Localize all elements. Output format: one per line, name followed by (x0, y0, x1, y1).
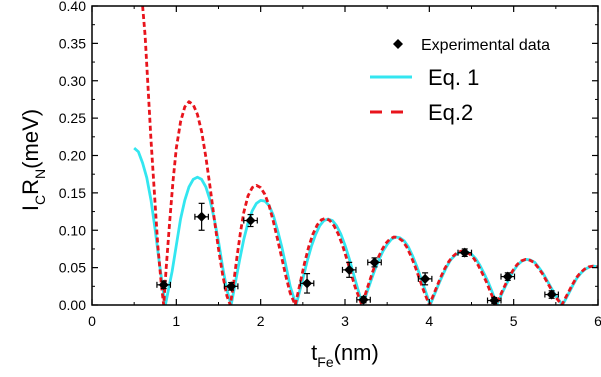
diamond-marker (245, 215, 256, 226)
data-point (367, 257, 382, 268)
x-axis-title-unit: (nm) (334, 340, 379, 365)
y-axis-title-sub2: N (32, 169, 48, 179)
legend: Experimental data Eq. 1 Eq.2 (370, 37, 550, 125)
x-tick-label: 6 (594, 313, 601, 329)
data-point (194, 202, 209, 231)
legend-label: Experimental data (421, 37, 550, 54)
y-tick-label: 0.35 (59, 35, 86, 51)
legend-label: Eq. 1 (428, 65, 479, 90)
diamond-marker (459, 247, 470, 258)
data-point (156, 279, 172, 290)
diamond-marker (489, 295, 500, 305)
data-point (544, 289, 559, 300)
y-tick-label: 0.15 (59, 185, 86, 201)
data-point (299, 273, 315, 294)
diamond-marker (158, 279, 169, 290)
axes: 0 1 2 3 4 5 6 0.00 0.05 0.10 0.15 0.20 0.25 0.30 0.35 0… (59, 0, 601, 329)
y-tick-label: 0.00 (59, 297, 86, 313)
diamond-marker (502, 271, 513, 282)
x-tick-label: 1 (172, 313, 180, 329)
x-axis-title: tFe(nm) (311, 340, 379, 370)
diamond-marker (344, 264, 355, 275)
diamond-marker (196, 211, 207, 222)
data-point (243, 213, 258, 228)
diamond-marker (358, 294, 369, 305)
data-point (500, 271, 516, 282)
x-axis-title-main: t (311, 340, 317, 365)
x-tick-label: 0 (88, 313, 96, 329)
data-point (457, 247, 473, 258)
data-point (341, 261, 357, 278)
y-tick-label: 0.30 (59, 73, 86, 89)
data-point (356, 294, 371, 305)
x-tick-label: 2 (257, 313, 265, 329)
y-tick-label: 0.10 (59, 222, 86, 238)
y-axis-title-part1: I (18, 205, 43, 211)
legend-label: Eq.2 (428, 100, 473, 125)
series-line-3 (141, 6, 598, 305)
legend-item: Eq. 1 (370, 65, 479, 90)
y-tick-label: 0.05 (59, 260, 86, 276)
diamond-marker (369, 257, 380, 268)
diamond-marker (226, 281, 237, 292)
x-tick-label: 4 (425, 313, 433, 329)
data-point (417, 272, 433, 286)
x-tick-label: 5 (510, 313, 518, 329)
y-axis-title: ICRN(meV) (18, 109, 48, 211)
y-tick-label: 0.25 (59, 110, 86, 126)
series-line-2 (133, 146, 598, 305)
y-axis-title-unit: (meV) (18, 109, 43, 169)
y-axis-title-sub1: C (32, 195, 48, 205)
legend-marker (393, 39, 403, 49)
diamond-marker (420, 273, 431, 284)
data-point (486, 295, 502, 305)
y-axis-title-part2: R (18, 179, 43, 195)
plot-area (133, 6, 598, 305)
data-point (223, 281, 239, 292)
legend-item: Eq.2 (370, 100, 473, 125)
x-axis-title-subscript: Fe (317, 354, 334, 370)
diamond-marker (302, 278, 313, 289)
legend-item: Experimental data (393, 37, 550, 54)
x-tick-label: 3 (341, 313, 349, 329)
y-tick-label: 0.40 (59, 0, 86, 14)
y-tick-label: 0.20 (59, 148, 86, 164)
diamond-marker (546, 289, 557, 300)
